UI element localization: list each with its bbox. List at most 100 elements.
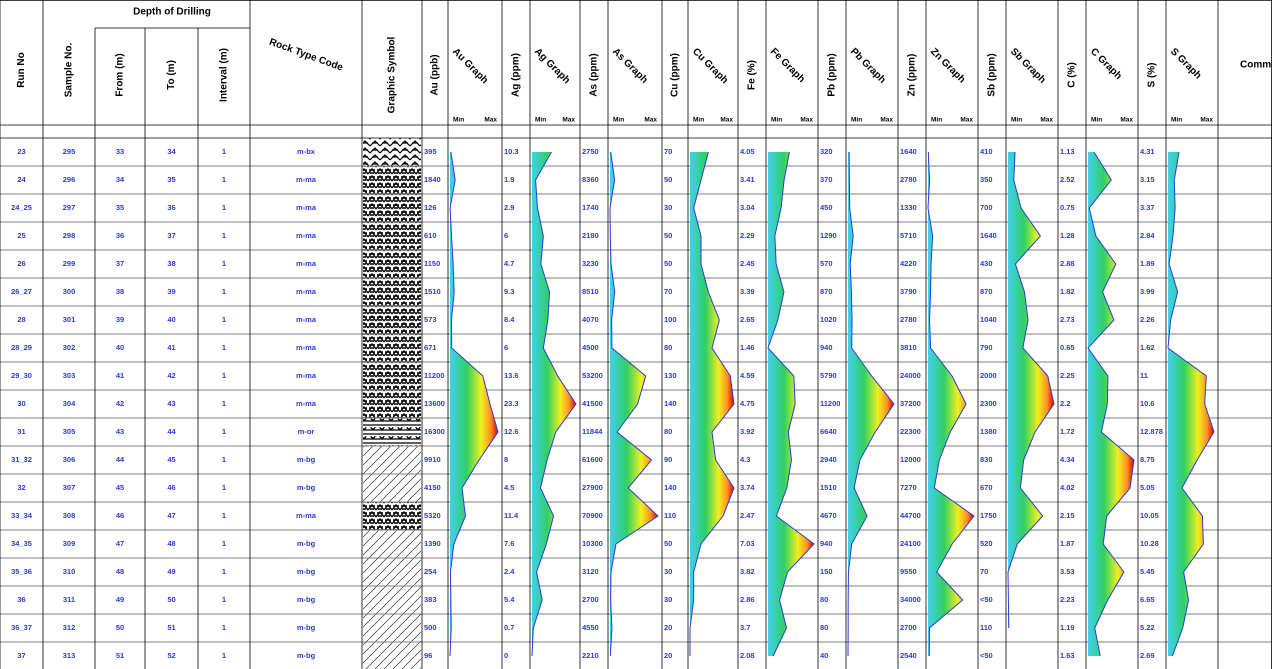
column-header: Sb (ppm): [987, 53, 998, 96]
graph-max: Max: [800, 117, 813, 124]
cell: 43: [167, 399, 175, 408]
cell: 1: [222, 539, 226, 548]
cell: 1510: [820, 483, 837, 492]
cell: 20: [664, 623, 672, 632]
cell: 40: [167, 315, 175, 324]
cell: 3.99: [1140, 287, 1155, 296]
graph-header: Zn Graph: [928, 46, 967, 85]
cell: 11: [1140, 371, 1148, 380]
cell: 96: [424, 651, 432, 660]
cell: 320: [820, 147, 833, 156]
cell: 6640: [820, 427, 837, 436]
cell: 39: [167, 287, 175, 296]
graph-max: Max: [960, 117, 973, 124]
cell: 31_32: [11, 455, 32, 464]
cell: 1510: [424, 287, 441, 296]
cell: 2.26: [1140, 315, 1155, 324]
cell: 3120: [582, 567, 599, 576]
cell: 40: [820, 651, 828, 660]
cell: 1040: [980, 315, 997, 324]
cell: 2.4: [504, 567, 515, 576]
cell: 80: [820, 595, 828, 604]
graph-header: Cu Graph: [690, 46, 730, 86]
cell: 4.31: [1140, 147, 1155, 156]
cell: 80: [820, 623, 828, 632]
cell: 51: [116, 651, 124, 660]
cell: 100: [664, 315, 677, 324]
cell: 1.82: [1060, 287, 1075, 296]
cell: 2.2: [1060, 399, 1070, 408]
cell: m-bg: [297, 623, 316, 632]
cell: 1.9: [504, 175, 514, 184]
cell: 302: [63, 343, 76, 352]
cell: 35: [167, 175, 175, 184]
cell: 47: [167, 511, 175, 520]
cell: 2700: [582, 595, 599, 604]
cell: 110: [980, 623, 992, 632]
column-header: Au (ppb): [430, 54, 441, 95]
cell: 33: [116, 147, 124, 156]
cell: 7270: [900, 483, 917, 492]
cell: 1: [222, 231, 226, 240]
cell: m-ma: [296, 399, 317, 408]
cell: 39: [116, 315, 124, 324]
cell: 2700: [900, 623, 917, 632]
cell: <50: [980, 595, 993, 604]
cell: 1: [222, 399, 226, 408]
cell: 4.75: [740, 399, 755, 408]
cell: m-ma: [296, 203, 317, 212]
cell: 5.45: [1140, 567, 1155, 576]
cell: 26_27: [11, 287, 32, 296]
graph-header: Pb Graph: [848, 46, 888, 86]
cell: 2.52: [1060, 175, 1075, 184]
cell: 4.05: [740, 147, 755, 156]
graph-min: Min: [1091, 117, 1102, 124]
cell: 1: [222, 623, 226, 632]
graph-header: Fe Graph: [768, 46, 807, 85]
cell: 3790: [900, 287, 917, 296]
cell: 61600: [582, 455, 603, 464]
cell: 500: [424, 623, 437, 632]
cell: 1.19: [1060, 623, 1075, 632]
cell: 298: [63, 231, 76, 240]
cell: 41: [167, 343, 175, 352]
cell: 450: [820, 203, 833, 212]
cell: 3.41: [740, 175, 755, 184]
cell: 46: [167, 483, 175, 492]
cell: 383: [424, 595, 437, 604]
cell: 37: [116, 259, 124, 268]
cell: 1: [222, 371, 226, 380]
graph-max: Max: [644, 117, 657, 124]
cell: 1640: [900, 147, 917, 156]
cell: 4.34: [1060, 455, 1075, 464]
graph-fill: [768, 152, 814, 656]
cell: 308: [63, 511, 76, 520]
cell: 36: [116, 231, 124, 240]
cell: 2.15: [1060, 511, 1075, 520]
cell: 37200: [900, 399, 921, 408]
cell: 2300: [980, 399, 997, 408]
cell: 126: [424, 203, 437, 212]
cell: 610: [424, 231, 437, 240]
cell: 700: [980, 203, 993, 212]
graph-fill: [928, 152, 974, 656]
cell: 4500: [582, 343, 599, 352]
column-header: C (%): [1067, 62, 1078, 88]
cell: 2.84: [1140, 231, 1155, 240]
column-header: Cu (ppm): [670, 53, 681, 97]
cell: 34_35: [11, 539, 32, 548]
cell: 11844: [582, 427, 603, 436]
cell: m-ma: [296, 231, 317, 240]
cell: 2.9: [504, 203, 514, 212]
cell: m-bg: [297, 567, 316, 576]
cell: 150: [820, 567, 833, 576]
cell: 8510: [582, 287, 599, 296]
cell: 254: [424, 567, 437, 576]
graph-min: Min: [1011, 117, 1022, 124]
cell: 20: [664, 651, 672, 660]
cell: 37: [17, 651, 25, 660]
graph-fill: [610, 152, 658, 656]
cell: 1.46: [740, 343, 755, 352]
cell: 1: [222, 595, 226, 604]
cell: 36: [167, 203, 175, 212]
